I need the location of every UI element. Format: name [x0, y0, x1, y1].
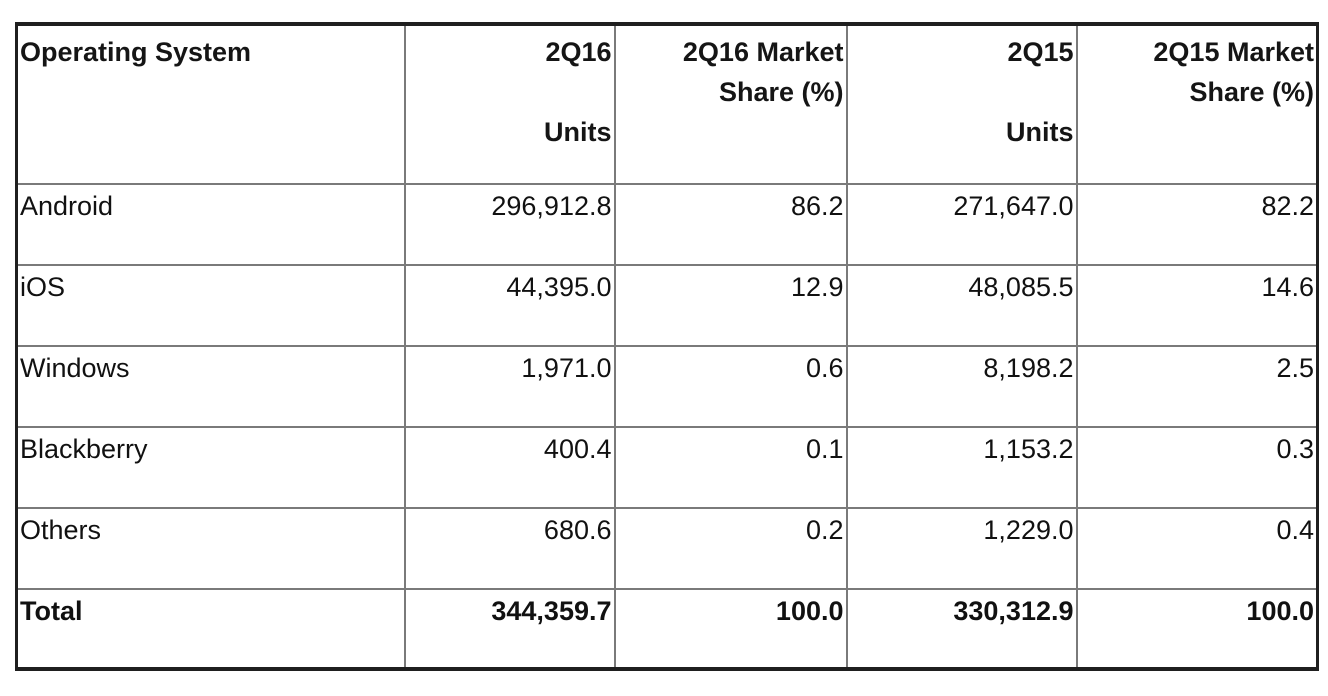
table-row-android: Android 296,912.8 86.2 271,647.0 82.2: [15, 183, 1319, 266]
q215-share-cell: 0.4: [1075, 507, 1319, 590]
q216-units-cell: 296,912.8: [403, 183, 616, 266]
total-label-cell: Total: [15, 588, 406, 670]
q216-share-cell: 0.2: [613, 507, 848, 590]
q216-units-cell: 1,971.0: [403, 345, 616, 428]
table-row-ios: iOS 44,395.0 12.9 48,085.5 14.6: [15, 264, 1319, 347]
os-cell: Blackberry: [15, 426, 406, 509]
q215-units-cell: 1,153.2: [845, 426, 1078, 509]
header-2q15-units: 2Q15 Units: [845, 23, 1078, 185]
os-cell: iOS: [15, 264, 406, 347]
q215-units-cell: 1,229.0: [845, 507, 1078, 590]
header-row: Operating System 2Q16 Units 2Q16 Market …: [15, 23, 1319, 185]
os-cell: Others: [15, 507, 406, 590]
q216-share-cell: 12.9: [613, 264, 848, 347]
q216-share-cell: 86.2: [613, 183, 848, 266]
header-2q15-market-share: 2Q15 Market Share (%): [1075, 23, 1319, 185]
q216-share-cell: 0.6: [613, 345, 848, 428]
total-q215-units-cell: 330,312.9: [845, 588, 1078, 670]
q216-units-cell: 44,395.0: [403, 264, 616, 347]
header-2q16-market-share: 2Q16 Market Share (%): [613, 23, 848, 185]
q215-share-cell: 82.2: [1075, 183, 1319, 266]
table-row-others: Others 680.6 0.2 1,229.0 0.4: [15, 507, 1319, 590]
total-q215-share-cell: 100.0: [1075, 588, 1319, 670]
q215-units-cell: 271,647.0: [845, 183, 1078, 266]
q216-share-cell: 0.1: [613, 426, 848, 509]
q215-share-cell: 2.5: [1075, 345, 1319, 428]
q216-units-cell: 400.4: [403, 426, 616, 509]
os-cell: Windows: [15, 345, 406, 428]
os-cell: Android: [15, 183, 406, 266]
q215-units-cell: 8,198.2: [845, 345, 1078, 428]
table-row-windows: Windows 1,971.0 0.6 8,198.2 2.5: [15, 345, 1319, 428]
header-2q16-units: 2Q16 Units: [403, 23, 616, 185]
os-market-share-table: Operating System 2Q16 Units 2Q16 Market …: [15, 22, 1319, 671]
q215-units-cell: 48,085.5: [845, 264, 1078, 347]
q216-units-cell: 680.6: [403, 507, 616, 590]
total-q216-units-cell: 344,359.7: [403, 588, 616, 670]
q215-share-cell: 14.6: [1075, 264, 1319, 347]
q215-share-cell: 0.3: [1075, 426, 1319, 509]
header-operating-system: Operating System: [15, 23, 406, 185]
table-row-blackberry: Blackberry 400.4 0.1 1,153.2 0.3: [15, 426, 1319, 509]
total-row: Total 344,359.7 100.0 330,312.9 100.0: [15, 588, 1319, 670]
total-q216-share-cell: 100.0: [613, 588, 848, 670]
